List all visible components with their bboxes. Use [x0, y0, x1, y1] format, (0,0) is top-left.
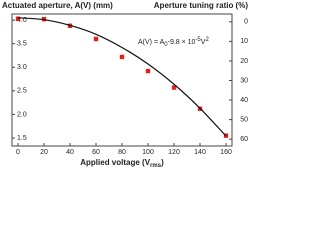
y2-tick-label: 60: [240, 136, 248, 143]
x-tick-label: 120: [168, 149, 180, 156]
eq-part: 2: [205, 37, 209, 43]
x-label-part: ): [161, 158, 164, 167]
y-tick-label: 4.0: [17, 17, 27, 24]
data-point: [93, 36, 99, 42]
eq-part: -9.8 × 10: [168, 39, 196, 46]
y2-tick-label: 50: [240, 116, 248, 123]
x-axis-label: Applied voltage (Vrms): [80, 158, 164, 168]
y2-tick-label: 30: [240, 77, 248, 84]
equation: A(V) = A0-9.8 × 10-5V2: [138, 37, 209, 48]
data-point: [171, 85, 177, 90]
x-label-part: Applied voltage (V: [80, 158, 150, 167]
x-tick-label: 80: [118, 149, 126, 156]
x-tick-label: 140: [194, 149, 206, 156]
y2-tick-label: 0: [244, 19, 248, 26]
y2-tick-label: 40: [240, 97, 248, 104]
plot-frame: [11, 13, 233, 147]
eq-part: -5: [195, 37, 201, 43]
x-tick-label: 160: [220, 149, 232, 156]
y-tick-label: 3.5: [17, 41, 27, 48]
data-point: [15, 16, 21, 21]
chart: Actuated aperture, A(V) (mm) Aperture tu…: [2, 1, 249, 168]
data-point: [119, 54, 125, 60]
x-tick-label: 0: [16, 149, 20, 156]
y-axis-label: Actuated aperture, A(V) (mm): [2, 1, 113, 10]
y2-tick-label: 20: [240, 58, 248, 65]
y-tick-label: 2.5: [17, 88, 27, 95]
y2-axis-label: Aperture tuning ratio (%): [154, 1, 249, 10]
fit-curve: [17, 17, 227, 137]
y-tick-label: 3.0: [17, 64, 27, 71]
eq-part: 0: [164, 42, 168, 48]
x-tick-label: 40: [66, 149, 74, 156]
eq-part: V: [201, 39, 206, 46]
x-tick-label: 20: [40, 149, 48, 156]
x-tick-label: 100: [142, 149, 154, 156]
y2-tick-label: 10: [240, 38, 248, 45]
x-tick-label: 60: [92, 149, 100, 156]
data-point: [145, 68, 151, 74]
eq-part: A(V) = A: [138, 39, 165, 46]
y-tick-label: 2.0: [17, 111, 27, 118]
x-label-part: rms: [150, 163, 162, 169]
y-tick-label: 1.5: [17, 135, 27, 142]
